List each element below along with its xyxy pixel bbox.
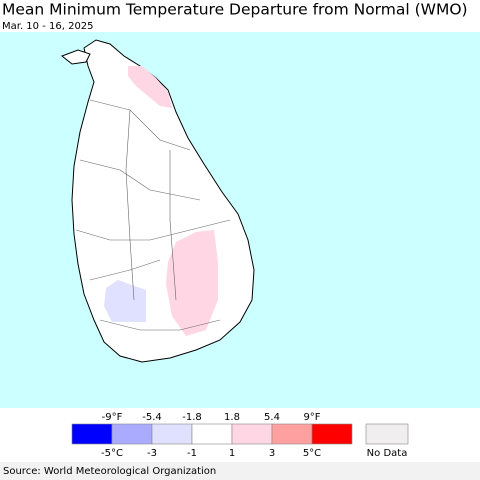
legend: No Data -9°F -5.4 -1.8 1.8 5.4 9°F -5°C -3 -1 1 3 5… <box>71 412 409 459</box>
source: Source: World Meteorological Organizatio… <box>3 466 216 477</box>
legend-top-label: -1.8 <box>182 412 202 423</box>
footer-band <box>0 462 480 480</box>
map-title: Mean Minimum Temperature Departure from … <box>2 1 468 19</box>
map-subtitle: Mar. 10 - 16, 2025 <box>2 21 94 32</box>
legend-swatch <box>231 423 273 445</box>
legend-bottom-label: -1 <box>187 448 197 459</box>
legend-swatch <box>191 423 233 445</box>
legend-swatch <box>311 423 353 445</box>
legend-swatch <box>71 423 113 445</box>
legend-swatch <box>151 423 193 445</box>
map <box>0 32 480 408</box>
legend-swatch <box>111 423 153 445</box>
legend-bottom-label: -5°C <box>101 448 123 459</box>
peninsula <box>61 49 91 65</box>
pink-area-north <box>128 66 172 108</box>
no-data-label: No Data <box>367 448 408 459</box>
legend-bottom-label: 3 <box>269 448 275 459</box>
no-data-box <box>365 423 409 445</box>
legend-top-label: 1.8 <box>224 412 240 423</box>
legend-top-label: -5.4 <box>142 412 162 423</box>
pink-area-south <box>166 230 218 336</box>
legend-bottom-label: -3 <box>147 448 157 459</box>
legend-top-label: 9°F <box>303 412 320 423</box>
legend-bottom-label: 5°C <box>303 448 321 459</box>
legend-top-label: 5.4 <box>264 412 280 423</box>
legend-bottom-label: 1 <box>229 448 235 459</box>
legend-swatch <box>271 423 313 445</box>
lavender-area <box>104 280 146 322</box>
district-borders <box>75 99 231 331</box>
legend-top-label: -9°F <box>102 412 123 423</box>
